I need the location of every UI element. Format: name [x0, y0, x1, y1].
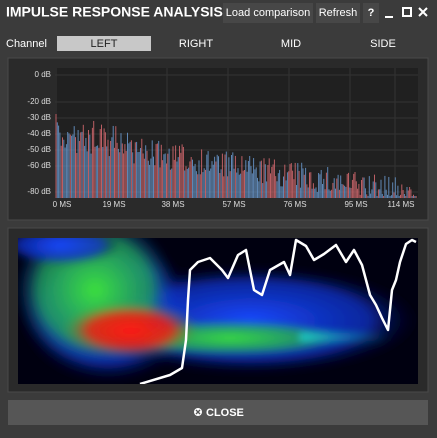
maximize-icon[interactable] [402, 7, 412, 17]
x-label: 76 MS [283, 200, 306, 209]
blob [18, 238, 120, 265]
channel-label: Channel [6, 38, 47, 50]
button-bg[interactable] [316, 3, 360, 23]
blob [300, 333, 390, 341]
load-comparison-button[interactable]: Load comparison [226, 7, 310, 19]
y-label: -80 dB [27, 187, 51, 196]
help-button[interactable]: ? [368, 7, 375, 19]
x-label: 38 MS [161, 200, 184, 209]
x-label: 114 MS [388, 200, 415, 209]
button-bg[interactable] [363, 3, 379, 23]
refresh-button[interactable]: Refresh [319, 7, 358, 19]
title: IMPULSE RESPONSE ANALYSIS [6, 4, 223, 20]
y-label: 0 dB [35, 70, 51, 79]
tab-selected-bg[interactable] [57, 36, 151, 51]
y-label: -30 dB [27, 113, 51, 122]
channel-tabs: LEFT RIGHT MID SIDE [57, 36, 396, 51]
x-label: 0 MS [53, 200, 72, 209]
button-bg[interactable] [223, 3, 313, 23]
close-button-bg[interactable] [8, 400, 428, 425]
close-button-icon-x[interactable] [195, 409, 201, 415]
x-label: 57 MS [222, 200, 245, 209]
channel-tab[interactable]: SIDE [370, 38, 396, 50]
blob [60, 302, 200, 358]
spectrogram-heat [18, 238, 418, 384]
channel-tab[interactable]: RIGHT [179, 38, 214, 50]
response-curve [139, 238, 417, 384]
y-label: -20 dB [27, 97, 51, 106]
close-icon[interactable] [418, 7, 428, 17]
spectrogram [18, 238, 418, 384]
x-label: 19 MS [102, 200, 125, 209]
x-label: 95 MS [344, 200, 367, 209]
close-button[interactable]: CLOSE [206, 407, 244, 419]
channel-tab[interactable]: MID [281, 38, 301, 50]
y-label: -40 dB [27, 129, 51, 138]
channel-tab[interactable]: LEFT [91, 38, 118, 50]
y-label: -60 dB [27, 161, 51, 170]
impulse-plot: 0 dB -20 dB -30 dB -40 dB -50 dB -60 dB -80 dB… [27, 68, 418, 209]
y-label: -50 dB [27, 145, 51, 154]
